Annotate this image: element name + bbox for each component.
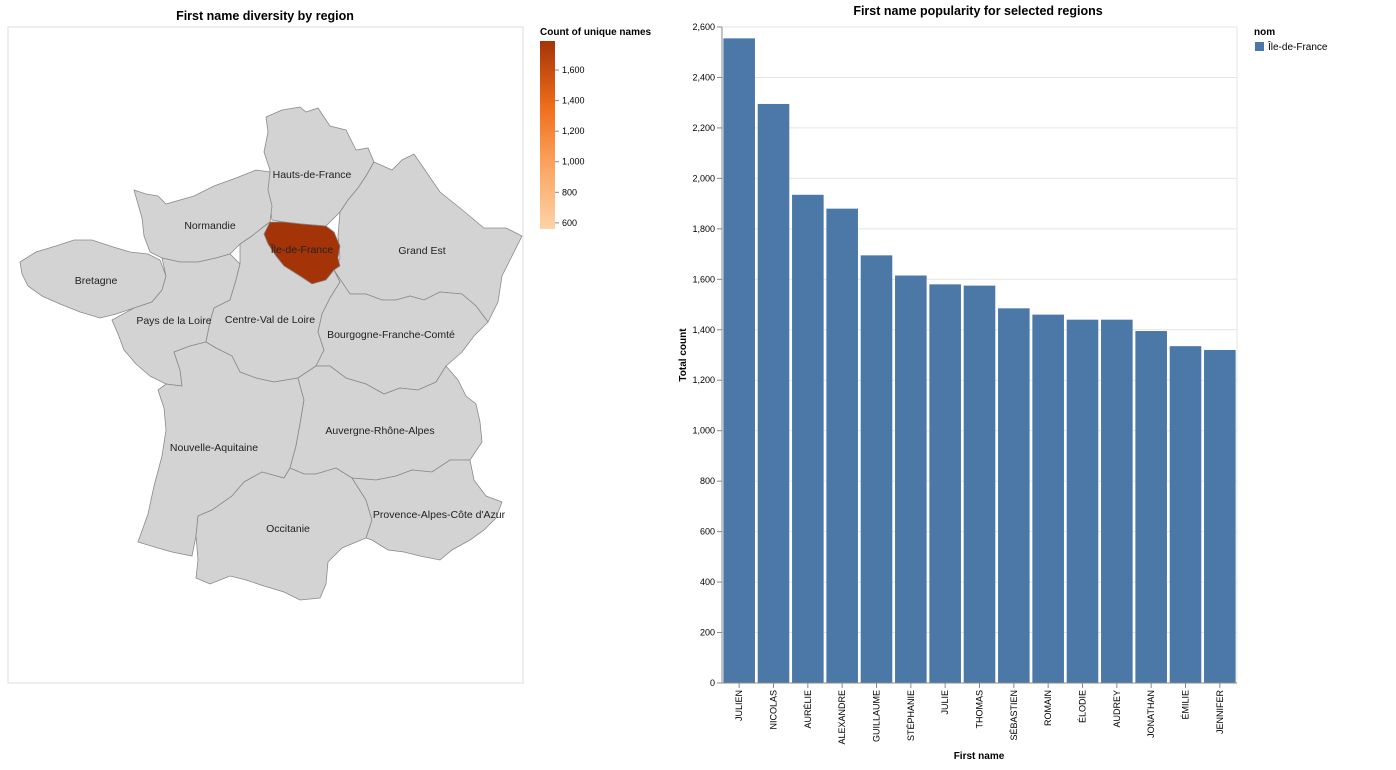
bar[interactable] <box>1032 314 1064 683</box>
x-tick-label: NICOLAS <box>769 690 779 730</box>
region-occitanie[interactable] <box>195 467 373 601</box>
color-legend-tick-label: 800 <box>562 187 577 197</box>
bar[interactable] <box>895 275 927 683</box>
x-tick-label: JULIEN <box>734 690 744 721</box>
x-tick-label: JENNIFER <box>1215 690 1225 735</box>
series-legend-label[interactable]: Île-de-France <box>1267 40 1328 53</box>
y-tick-label: 2,000 <box>692 173 715 183</box>
x-tick-label: JULIE <box>940 690 950 715</box>
x-tick-label: SÉBASTIEN <box>1009 690 1019 741</box>
x-tick-label: ALEXANDRE <box>837 690 847 745</box>
chart-title: First name popularity for selected regio… <box>853 4 1102 18</box>
color-legend-ticks: 600 800 1,000 1,200 1,400 1,600 <box>555 65 585 228</box>
y-tick-label: 0 <box>710 678 715 688</box>
bar[interactable] <box>723 38 755 684</box>
y-tick-label: 2,600 <box>692 22 715 32</box>
x-tick-label: ÉLODIE <box>1078 690 1088 723</box>
bar[interactable] <box>1066 319 1099 683</box>
y-axis-title: Total count <box>678 328 689 382</box>
region-ile-de-france[interactable] <box>263 221 341 285</box>
color-legend-tick-label: 600 <box>562 218 577 228</box>
bar[interactable] <box>757 103 790 683</box>
bar[interactable] <box>1169 346 1202 683</box>
color-legend-tick-label: 1,400 <box>562 96 585 106</box>
y-tick-label: 600 <box>700 527 715 537</box>
x-tick-label: JONATHAN <box>1146 690 1156 738</box>
series-legend-title: nom <box>1254 27 1275 38</box>
y-axis: 0 200 400 600 800 1,000 1,200 1,400 1,600 1,800 2,… <box>692 22 723 688</box>
y-tick-label: 200 <box>700 628 715 638</box>
x-tick-label: STÉPHANIE <box>906 690 916 741</box>
bar[interactable] <box>826 208 858 683</box>
color-legend-tick-label: 1,000 <box>562 157 585 167</box>
x-tick-label: AURÉLIE <box>803 690 813 729</box>
bar[interactable] <box>792 194 824 684</box>
series-legend-swatch[interactable] <box>1255 42 1264 51</box>
bar[interactable] <box>1204 349 1236 683</box>
color-legend-tick-label: 1,200 <box>562 126 585 136</box>
y-tick-label: 1,000 <box>692 426 715 436</box>
bar[interactable] <box>860 255 893 684</box>
x-tick-label: AUDREY <box>1112 690 1122 728</box>
y-tick-label: 1,200 <box>692 375 715 385</box>
france-map <box>19 106 523 601</box>
x-tick-label: GUILLAUME <box>872 690 882 742</box>
x-axis: JULIEN NICOLAS AURÉLIE ALEXANDRE GUILLAUME ST… <box>722 682 1237 745</box>
y-tick-label: 1,400 <box>692 325 715 335</box>
y-tick-label: 400 <box>700 577 715 587</box>
bar[interactable] <box>929 284 961 683</box>
bar-series <box>723 38 1236 684</box>
y-tick-label: 2,200 <box>692 123 715 133</box>
x-tick-label: ROMAIN <box>1043 690 1053 726</box>
region-provence-alpes-cote-dazur[interactable] <box>351 459 503 561</box>
x-tick-label: THOMAS <box>975 690 985 729</box>
y-tick-label: 800 <box>700 476 715 486</box>
bar[interactable] <box>1101 319 1133 683</box>
color-legend-title: Count of unique names <box>540 27 652 38</box>
bar[interactable] <box>963 285 996 683</box>
x-tick-label: ÉMILIE <box>1181 690 1191 720</box>
bar[interactable] <box>1135 331 1167 683</box>
y-tick-label: 1,800 <box>692 224 715 234</box>
x-axis-title: First name <box>954 751 1005 762</box>
color-legend-tick-label: 1,600 <box>562 65 585 75</box>
map-title: First name diversity by region <box>176 9 354 23</box>
y-tick-label: 2,400 <box>692 72 715 82</box>
y-tick-label: 1,600 <box>692 274 715 284</box>
bar[interactable] <box>998 308 1030 683</box>
color-legend-gradient <box>540 41 555 229</box>
